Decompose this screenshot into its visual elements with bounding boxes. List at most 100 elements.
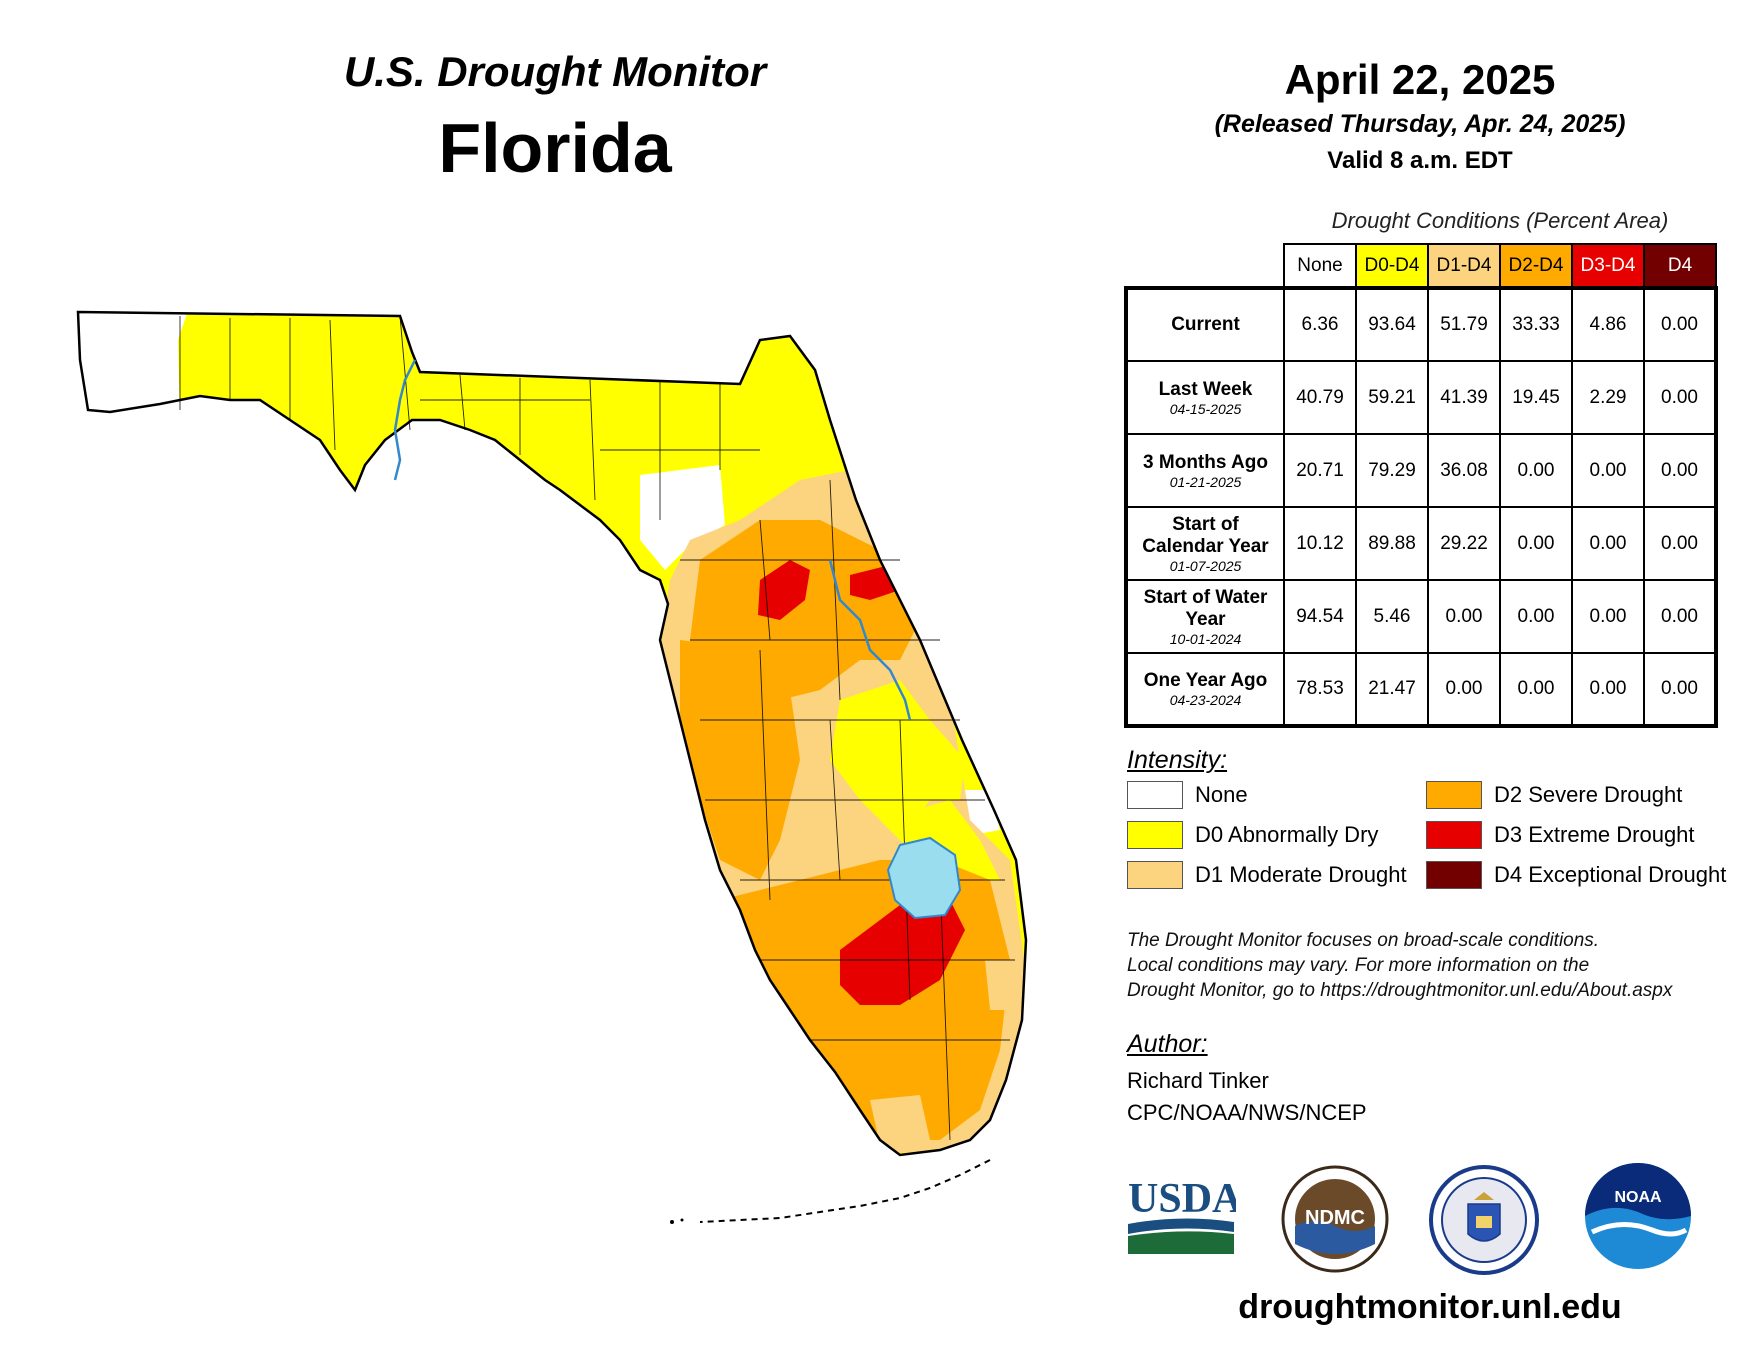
legend-swatch <box>1426 861 1482 889</box>
column-header: D0-D4 <box>1355 243 1429 289</box>
table-corner <box>1126 244 1284 288</box>
table-cell: 36.08 <box>1427 433 1501 508</box>
table-cell: 79.29 <box>1355 433 1429 508</box>
row-label-text: One Year Ago <box>1143 670 1268 691</box>
date-block: April 22, 2025 (Released Thursday, Apr. … <box>1160 56 1680 178</box>
row-label: Last Week 04-15-2025 <box>1124 360 1285 435</box>
legend-swatch <box>1127 781 1183 809</box>
legend-swatch <box>1426 781 1482 809</box>
legend-item: D2 Severe Drought <box>1426 780 1682 810</box>
legend-item: None <box>1127 780 1248 810</box>
table-row: Start of Water Year 10-01-2024 94.54 5.46 0.… <box>1124 579 1718 654</box>
table-cell: 21.47 <box>1355 652 1429 728</box>
table-cell: 89.88 <box>1355 506 1429 581</box>
author-heading: Author: <box>1127 1030 1208 1058</box>
table-cell: 19.45 <box>1499 360 1573 435</box>
table-cell: 0.00 <box>1499 506 1573 581</box>
table-cell: 0.00 <box>1571 579 1645 654</box>
table-cell: 0.00 <box>1643 579 1718 654</box>
intensity-heading: Intensity: <box>1127 746 1228 774</box>
row-label-text: Current <box>1171 314 1240 335</box>
column-header: D2-D4 <box>1499 243 1573 289</box>
usda-logo: USDA <box>1128 1176 1236 1254</box>
row-date: 01-21-2025 <box>1169 473 1242 490</box>
row-date: 10-01-2024 <box>1169 630 1242 647</box>
note-line: Drought Monitor, go to https://droughtmo… <box>1127 980 1673 1001</box>
table-cell: 0.00 <box>1571 652 1645 728</box>
table-cell: 94.54 <box>1283 579 1357 654</box>
table-row: One Year Ago 04-23-2024 78.53 21.47 0.00 0.00… <box>1124 652 1718 728</box>
row-label: Start of Water Year 10-01-2024 <box>1124 579 1285 654</box>
table-cell: 59.21 <box>1355 360 1429 435</box>
drought-conditions-table: None D0-D4 D1-D4 D2-D4 D3-D4 D4 Current 6.36 93… <box>1124 243 1718 728</box>
table-cell: 0.00 <box>1571 433 1645 508</box>
map-date: April 22, 2025 <box>1284 56 1556 103</box>
legend-label: D2 Severe Drought <box>1494 782 1683 807</box>
author-name: Richard Tinker <box>1127 1068 1269 1093</box>
table-row: Current 6.36 93.64 51.79 33.33 4.86 0.00 <box>1124 286 1718 362</box>
legend-item: D4 Exceptional Drought <box>1426 860 1726 890</box>
florida-drought-map <box>76 310 1028 1224</box>
table-cell: 29.22 <box>1427 506 1501 581</box>
noaa-logo-text: NOAA <box>1614 1189 1662 1206</box>
table-cell: 0.00 <box>1643 360 1718 435</box>
legend-label: D3 Extreme Drought <box>1494 822 1695 847</box>
website-url[interactable]: droughtmonitor.unl.edu <box>1238 1288 1622 1326</box>
legend-swatch <box>1127 821 1183 849</box>
legend-label: None <box>1195 782 1248 807</box>
table-cell: 40.79 <box>1283 360 1357 435</box>
usda-logo-text: USDA <box>1128 1176 1236 1222</box>
column-header: D1-D4 <box>1427 243 1501 289</box>
table-cell: 5.46 <box>1355 579 1429 654</box>
legend-label: D4 Exceptional Drought <box>1494 862 1727 887</box>
state-title: Florida <box>438 109 672 187</box>
author-org: CPC/NOAA/NWS/NCEP <box>1127 1100 1367 1125</box>
table-cell: 0.00 <box>1427 652 1501 728</box>
legend-item: D1 Moderate Drought <box>1127 860 1407 890</box>
row-label-text: 3 Months Ago <box>1143 451 1268 473</box>
row-label: Start of Calendar Year 01-07-2025 <box>1124 506 1285 581</box>
table-cell: 0.00 <box>1499 579 1573 654</box>
table-cell: 0.00 <box>1643 286 1718 362</box>
table-cell: 20.71 <box>1283 433 1357 508</box>
table-cell: 0.00 <box>1643 652 1718 728</box>
monitor-title: U.S. Drought Monitor <box>343 48 767 95</box>
table-cell: 6.36 <box>1283 286 1357 362</box>
table-cell: 93.64 <box>1355 286 1429 362</box>
table-row: 3 Months Ago 01-21-2025 20.71 79.29 36.08 0.0… <box>1124 433 1718 508</box>
valid-time: Valid 8 a.m. EDT <box>1327 147 1513 174</box>
table-cell: 0.00 <box>1643 433 1718 508</box>
row-label-text: Start of Calendar Year <box>1142 513 1269 557</box>
table-cell: 0.00 <box>1643 506 1718 581</box>
table-cell: 41.39 <box>1427 360 1501 435</box>
table-row: Start of Calendar Year 01-07-2025 10.12 89.… <box>1124 506 1718 581</box>
disclaimer-note: The Drought Monitor focuses on broad-sca… <box>1127 928 1747 1003</box>
table-cell: 0.00 <box>1499 652 1573 728</box>
table-cell: 0.00 <box>1427 579 1501 654</box>
ndmc-logo-text: NDMC <box>1305 1207 1365 1229</box>
legend-swatch <box>1426 821 1482 849</box>
row-label: One Year Ago 04-23-2024 <box>1124 652 1285 728</box>
noaa-logo: NOAA <box>1585 1163 1691 1269</box>
table-cell: 10.12 <box>1283 506 1357 581</box>
legend-swatch <box>1127 861 1183 889</box>
column-header: D3-D4 <box>1571 243 1645 289</box>
table-caption: Drought Conditions (Percent Area) <box>1331 208 1669 233</box>
table-cell: 4.86 <box>1571 286 1645 362</box>
release-date: (Released Thursday, Apr. 24, 2025) <box>1214 110 1626 138</box>
row-label: 3 Months Ago 01-21-2025 <box>1124 433 1285 508</box>
row-date: 04-15-2025 <box>1169 400 1242 417</box>
row-label-text: Last Week <box>1158 378 1253 400</box>
table-cell: 0.00 <box>1571 506 1645 581</box>
table-cell: 78.53 <box>1283 652 1357 728</box>
table-row: Last Week 04-15-2025 40.79 59.21 41.39 19.45 2… <box>1124 360 1718 435</box>
column-header: None <box>1283 243 1357 289</box>
table-cell: 33.33 <box>1499 286 1573 362</box>
legend-item: D3 Extreme Drought <box>1426 820 1695 850</box>
row-label-text: Start of Water Year <box>1143 586 1268 630</box>
legend-item: D0 Abnormally Dry <box>1127 820 1378 850</box>
row-date: 04-23-2024 <box>1169 692 1242 708</box>
legend-label: D0 Abnormally Dry <box>1195 822 1379 847</box>
note-line: Local conditions may vary. For more info… <box>1127 955 1590 976</box>
row-date: 01-07-2025 <box>1169 557 1242 574</box>
